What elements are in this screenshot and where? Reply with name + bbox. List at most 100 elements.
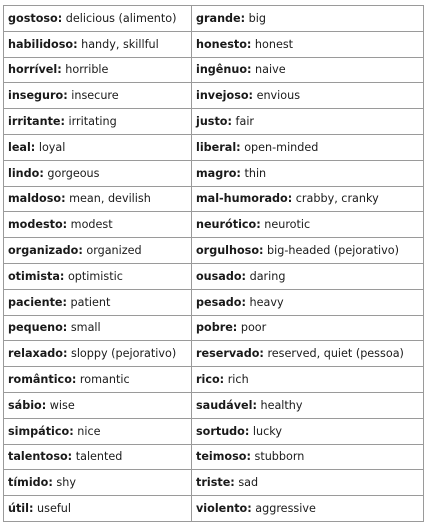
vocab-entry-right: honesto: honest — [191, 30, 424, 58]
vocab-entry-right: invejoso: envious — [191, 82, 424, 110]
vocab-entry-left: paciente: patient — [3, 288, 192, 316]
portuguese-term: maldoso: — [8, 192, 66, 206]
english-meaning: patient — [67, 295, 111, 309]
vocab-entry-right: pobre: poor — [191, 314, 424, 342]
english-meaning: useful — [33, 502, 71, 516]
portuguese-term: pesado: — [196, 295, 246, 309]
portuguese-term: organizado: — [8, 244, 83, 258]
table-row: pequeno: small pobre: poor — [3, 314, 424, 342]
english-meaning: handy, skillful — [77, 37, 159, 51]
vocab-entry-right: mal-humorado: crabby, cranky — [191, 185, 424, 213]
vocab-entry-left: simpático: nice — [3, 417, 192, 445]
table-row: inseguro: insecure invejoso: envious — [3, 82, 424, 110]
english-meaning: irritating — [64, 115, 117, 129]
table-row: irritante: irritating justo: fair — [3, 108, 424, 135]
english-meaning: sad — [234, 476, 259, 490]
vocab-entry-right: orgulhoso: big-headed (pejorativo) — [191, 237, 424, 264]
vocab-entry-left: otimista: optimistic — [3, 262, 192, 290]
portuguese-term: simpático: — [8, 424, 74, 438]
vocab-entry-right: neurótico: neurotic — [191, 211, 424, 239]
english-meaning: honest — [251, 37, 294, 51]
english-meaning: poor — [237, 321, 267, 335]
vocabulary-table-body: gostoso: delicious (alimento) grande: big… — [3, 5, 424, 522]
table-row: leal: loyal liberal: open-minded — [3, 133, 424, 161]
portuguese-term: lindo: — [8, 166, 44, 180]
english-meaning: mean, devilish — [65, 192, 151, 206]
portuguese-term: reservado: — [196, 347, 264, 361]
english-meaning: open-minded — [240, 140, 319, 154]
vocab-entry-left: pequeno: small — [3, 314, 192, 342]
vocab-entry-left: maldoso: mean, devilish — [3, 185, 192, 213]
portuguese-term: irritante: — [8, 115, 65, 129]
table-row: lindo: gorgeous magro: thin — [3, 159, 424, 187]
vocab-entry-right: ingênuo: naive — [191, 56, 424, 84]
vocab-entry-right: grande: big — [191, 5, 424, 32]
portuguese-term: teimoso: — [196, 450, 251, 464]
english-meaning: daring — [246, 269, 286, 283]
table-row: útil: useful violento: aggressive — [3, 495, 424, 522]
table-row: talentoso: talented teimoso: stubborn — [3, 443, 424, 471]
portuguese-term: liberal: — [196, 140, 241, 154]
vocab-entry-left: organizado: organized — [3, 237, 192, 264]
vocab-entry-right: violento: aggressive — [191, 495, 424, 522]
vocab-entry-left: tímido: shy — [3, 469, 192, 497]
vocab-entry-left: relaxado: sloppy (pejorativo) — [3, 340, 192, 368]
table-row: simpático: nice sortudo: lucky — [3, 417, 424, 445]
portuguese-term: gostoso: — [8, 11, 63, 25]
portuguese-term: talentoso: — [8, 450, 73, 464]
vocab-entry-left: irritante: irritating — [3, 108, 192, 135]
english-meaning: gorgeous — [43, 166, 100, 180]
portuguese-term: otimista: — [8, 269, 65, 283]
vocab-entry-right: pesado: heavy — [191, 288, 424, 316]
english-meaning: big — [245, 11, 266, 25]
portuguese-term: sábio: — [8, 398, 47, 412]
vocab-entry-left: leal: loyal — [3, 133, 192, 161]
vocab-entry-right: justo: fair — [191, 108, 424, 135]
english-meaning: romantic — [76, 373, 130, 387]
vocab-entry-right: teimoso: stubborn — [191, 443, 424, 471]
portuguese-term: magro: — [196, 166, 241, 180]
portuguese-term: leal: — [8, 140, 36, 154]
table-row: horrível: horrible ingênuo: naive — [3, 56, 424, 84]
vocab-entry-right: ousado: daring — [191, 262, 424, 290]
english-meaning: fair — [231, 115, 255, 129]
english-meaning: organized — [82, 244, 142, 258]
portuguese-term: rico: — [196, 373, 225, 387]
portuguese-term: pequeno: — [8, 321, 68, 335]
english-meaning: thin — [240, 166, 267, 180]
portuguese-term: horrível: — [8, 63, 62, 77]
vocab-entry-left: talentoso: talented — [3, 443, 192, 471]
portuguese-term: pobre: — [196, 321, 238, 335]
vocab-entry-right: reservado: reserved, quiet (pessoa) — [191, 340, 424, 368]
vocab-entry-left: habilidoso: handy, skillful — [3, 30, 192, 58]
portuguese-term: orgulhoso: — [196, 244, 264, 258]
english-meaning: lucky — [249, 424, 282, 438]
vocab-entry-right: triste: sad — [191, 469, 424, 497]
english-meaning: reserved, quiet (pessoa) — [263, 347, 404, 361]
portuguese-term: invejoso: — [196, 89, 254, 103]
english-meaning: shy — [52, 476, 76, 490]
table-row: relaxado: sloppy (pejorativo) reservado: … — [3, 340, 424, 368]
portuguese-term: paciente: — [8, 295, 67, 309]
english-meaning: envious — [253, 89, 301, 103]
english-meaning: nice — [73, 424, 101, 438]
vocab-entry-left: modesto: modest — [3, 211, 192, 239]
portuguese-term: honesto: — [196, 37, 252, 51]
table-row: sábio: wise saudável: healthy — [3, 391, 424, 419]
table-row: gostoso: delicious (alimento) grande: big — [3, 5, 424, 32]
portuguese-term: romântico: — [8, 373, 77, 387]
english-meaning: delicious (alimento) — [62, 11, 177, 25]
english-meaning: crabby, cranky — [292, 192, 379, 206]
portuguese-term: grande: — [196, 11, 246, 25]
english-meaning: small — [67, 321, 101, 335]
table-row: paciente: patient pesado: heavy — [3, 288, 424, 316]
vocab-entry-left: gostoso: delicious (alimento) — [3, 5, 192, 32]
portuguese-term: relaxado: — [8, 347, 68, 361]
portuguese-term: justo: — [196, 115, 232, 129]
english-meaning: sloppy (pejorativo) — [67, 347, 177, 361]
vocab-entry-right: rico: rich — [191, 366, 424, 393]
english-meaning: optimistic — [64, 269, 123, 283]
portuguese-term: mal-humorado: — [196, 192, 293, 206]
english-meaning: rich — [224, 373, 249, 387]
english-meaning: wise — [46, 398, 75, 412]
